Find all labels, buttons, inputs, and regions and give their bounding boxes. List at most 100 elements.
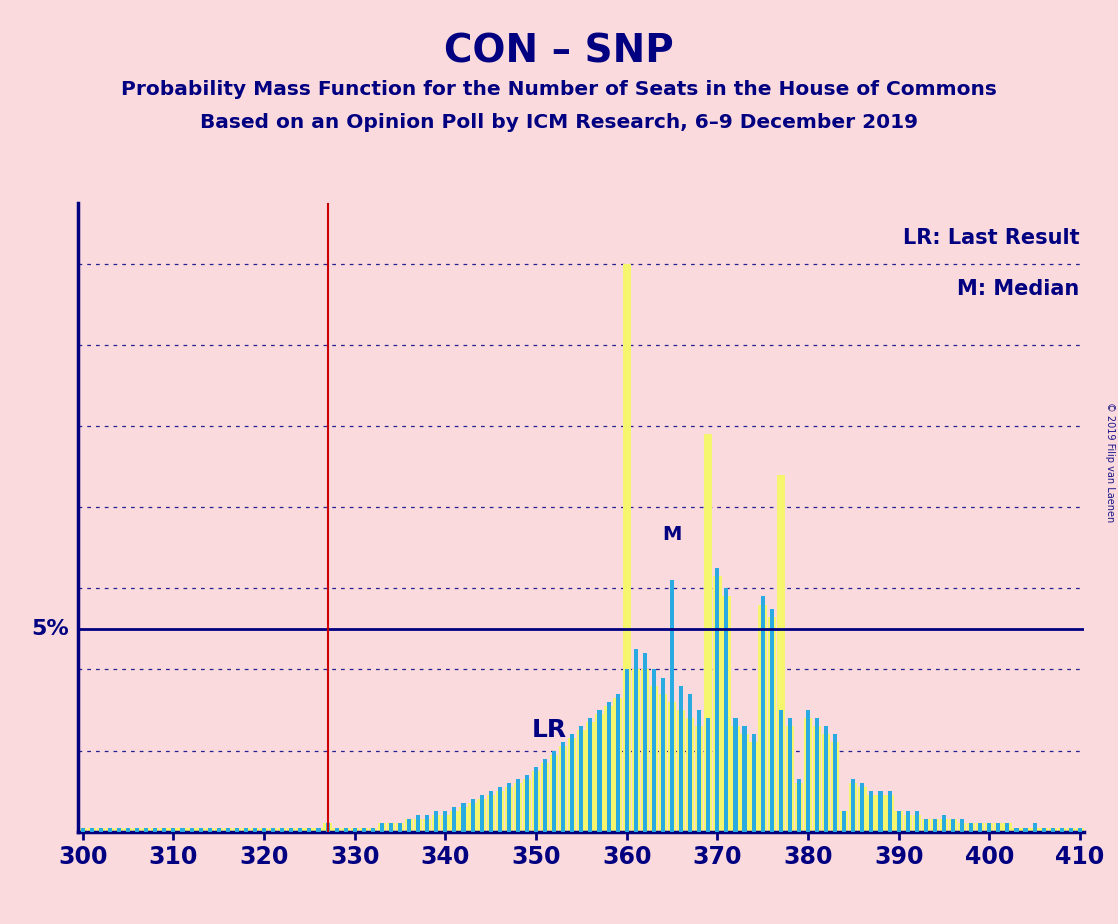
Bar (742, 726, 747, 832)
Bar (180, 828, 184, 832)
Bar (124, 828, 132, 832)
Bar (360, 828, 368, 832)
Bar (740, 735, 749, 832)
Bar (597, 710, 601, 832)
Bar (722, 597, 730, 832)
Bar (978, 823, 983, 832)
Bar (987, 823, 992, 832)
Bar (813, 726, 822, 832)
Bar (779, 710, 783, 832)
Bar (579, 726, 584, 832)
Bar (1005, 823, 1010, 832)
Bar (378, 823, 386, 832)
Bar (387, 823, 395, 832)
Bar (453, 808, 456, 832)
Bar (870, 791, 873, 832)
Bar (380, 823, 383, 832)
Bar (877, 796, 884, 832)
Bar (733, 718, 738, 832)
Bar (398, 823, 402, 832)
Bar (1023, 828, 1027, 832)
Bar (296, 828, 304, 832)
Bar (534, 767, 538, 832)
Bar (87, 828, 96, 832)
Bar (577, 730, 586, 832)
Bar (325, 823, 330, 832)
Text: M: M (662, 525, 682, 544)
Bar (115, 828, 123, 832)
Bar (433, 815, 440, 832)
Bar (190, 828, 193, 832)
Bar (290, 828, 293, 832)
Bar (332, 828, 341, 832)
Bar (851, 779, 855, 832)
Bar (226, 828, 230, 832)
Bar (179, 828, 187, 832)
Bar (169, 828, 178, 832)
Bar (1003, 823, 1012, 832)
Bar (486, 796, 495, 832)
Bar (78, 828, 87, 832)
Bar (912, 815, 921, 832)
Bar (197, 828, 205, 832)
Bar (923, 820, 928, 832)
Bar (967, 823, 975, 832)
Bar (960, 820, 964, 832)
Bar (532, 771, 540, 832)
Bar (307, 828, 312, 832)
Bar (434, 811, 438, 832)
Text: M: Median: M: Median (957, 279, 1080, 298)
Bar (707, 718, 710, 832)
Bar (679, 686, 683, 832)
Bar (459, 808, 467, 832)
Bar (595, 714, 604, 832)
Bar (188, 828, 196, 832)
Bar (797, 779, 800, 832)
Text: LR: Last Result: LR: Last Result (903, 228, 1080, 249)
Bar (824, 726, 828, 832)
Bar (1033, 823, 1036, 832)
Bar (994, 823, 1003, 832)
Bar (498, 787, 502, 832)
Bar (451, 811, 458, 832)
Bar (903, 815, 912, 832)
Bar (788, 718, 792, 832)
Bar (552, 750, 556, 832)
Bar (698, 710, 701, 832)
Bar (514, 783, 522, 832)
Bar (272, 828, 275, 832)
Bar (144, 828, 149, 832)
Bar (795, 783, 803, 832)
Bar (749, 742, 758, 832)
Bar (151, 828, 160, 832)
Bar (605, 706, 613, 832)
Text: CON – SNP: CON – SNP (444, 32, 674, 70)
Bar (108, 828, 112, 832)
Bar (661, 677, 665, 832)
Bar (162, 828, 167, 832)
Bar (233, 828, 241, 832)
Bar (316, 828, 321, 832)
Bar (442, 815, 449, 832)
Bar (259, 828, 268, 832)
Bar (650, 686, 659, 832)
Bar (806, 710, 811, 832)
Bar (323, 823, 332, 832)
Bar (1049, 828, 1057, 832)
Bar (106, 828, 114, 832)
Bar (281, 828, 284, 832)
Bar (171, 828, 176, 832)
Bar (777, 475, 785, 832)
Bar (652, 670, 656, 832)
Bar (489, 791, 493, 832)
Bar (504, 787, 513, 832)
Text: LR: LR (532, 719, 567, 742)
Text: 5%: 5% (31, 619, 69, 638)
Bar (614, 698, 622, 832)
Bar (932, 820, 937, 832)
Bar (586, 723, 595, 832)
Bar (769, 609, 774, 832)
Bar (804, 718, 812, 832)
Bar (915, 811, 919, 832)
Bar (89, 828, 94, 832)
